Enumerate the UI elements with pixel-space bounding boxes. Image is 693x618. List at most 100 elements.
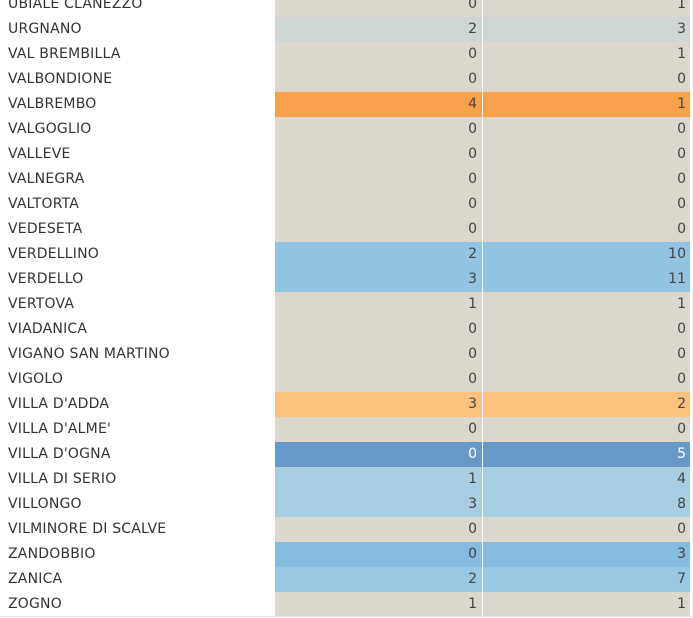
value-cell-col2: 1 [483,0,690,17]
value-cell-col2: 0 [483,167,690,192]
comune-name: VILLA D'ALME' [8,421,112,437]
table-row[interactable]: VALNEGRA 0 0 [0,167,693,192]
comune-name: ZANICA [8,571,63,587]
table-row[interactable]: VALBREMBO 4 1 [0,92,693,117]
value-cell-col1: 2 [275,567,482,592]
value-cell-col1: 0 [275,117,482,142]
comune-name: VALBONDIONE [8,71,113,87]
bottom-rule [0,616,693,617]
table-row[interactable]: VILMINORE DI SCALVE 0 0 [0,517,693,542]
table-row[interactable]: VIADANICA 0 0 [0,317,693,342]
value-cell-col1: 2 [275,242,482,267]
value-cell-col2: 3 [483,17,690,42]
value-cell-col2: 5 [483,442,690,467]
value-cell-col1: 1 [275,592,482,617]
value-cell-col2: 1 [483,42,690,67]
value-cell-col2: 7 [483,567,690,592]
table-row[interactable]: VILLONGO 3 8 [0,492,693,517]
value-cell-col2: 3 [483,542,690,567]
table-row[interactable]: VILLA DI SERIO 1 4 [0,467,693,492]
table-row[interactable]: ZANICA 2 7 [0,567,693,592]
table-row[interactable]: VILLA D'ALME' 0 0 [0,417,693,442]
value-cell-col2: 0 [483,117,690,142]
value-cell-col2: 8 [483,492,690,517]
value-cell-col2: 0 [483,342,690,367]
value-cell-col2: 4 [483,467,690,492]
value-cell-col1: 2 [275,17,482,42]
value-cell-col1: 0 [275,342,482,367]
comune-name: VERDELLO [8,271,84,287]
value-cell-col1: 1 [275,467,482,492]
table-row[interactable]: VALGOGLIO 0 0 [0,117,693,142]
table-row[interactable]: VERTOVA 1 1 [0,292,693,317]
value-cell-col1: 0 [275,367,482,392]
table-row[interactable]: VIGOLO 0 0 [0,367,693,392]
comune-name: VILLA DI SERIO [8,471,117,487]
comune-name: ZOGNO [8,596,62,612]
table-row[interactable]: VERDELLINO 2 10 [0,242,693,267]
table-row[interactable]: VALTORTA 0 0 [0,192,693,217]
comune-name: VALLEVE [8,146,71,162]
comune-name: VIGANO SAN MARTINO [8,346,170,362]
value-cell-col1: 0 [275,42,482,67]
value-cell-col1: 4 [275,92,482,117]
value-cell-col1: 0 [275,67,482,92]
comune-name: VILLONGO [8,496,82,512]
value-cell-col1: 0 [275,192,482,217]
comune-name: VAL BREMBILLA [8,46,121,62]
value-cell-col2: 1 [483,292,690,317]
table-row[interactable]: VILLA D'ADDA 3 2 [0,392,693,417]
comune-name: VERDELLINO [8,246,99,262]
value-cell-col2: 0 [483,142,690,167]
value-cell-col1: 3 [275,267,482,292]
table-row[interactable]: UBIALE CLANEZZO 0 1 [0,0,693,17]
value-cell-col1: 1 [275,292,482,317]
table-row[interactable]: VALLEVE 0 0 [0,142,693,167]
comune-name: VILLA D'OGNA [8,446,111,462]
value-cell-col2: 0 [483,217,690,242]
value-cell-col2: 0 [483,517,690,542]
comune-name: URGNANO [8,21,82,37]
table-row[interactable]: VERDELLO 3 11 [0,267,693,292]
comune-name: VEDESETA [8,221,83,237]
comune-name: VIADANICA [8,321,88,337]
table-row[interactable]: VEDESETA 0 0 [0,217,693,242]
comune-name: VERTOVA [8,296,75,312]
value-cell-col2: 0 [483,192,690,217]
table-row[interactable]: URGNANO 2 3 [0,17,693,42]
value-cell-col1: 0 [275,442,482,467]
comune-name: VILLA D'ADDA [8,396,110,412]
table-row[interactable]: VALBONDIONE 0 0 [0,67,693,92]
comune-name: VALTORTA [8,196,80,212]
value-cell-col2: 0 [483,417,690,442]
value-cell-col1: 3 [275,392,482,417]
comune-name: VALGOGLIO [8,121,92,137]
value-cell-col2: 2 [483,392,690,417]
table-row[interactable]: ZANDOBBIO 0 3 [0,542,693,567]
value-cell-col2: 10 [483,242,690,267]
value-cell-col2: 0 [483,367,690,392]
comune-name: VIGOLO [8,371,64,387]
value-cell-col2: 11 [483,267,690,292]
table-row[interactable]: VAL BREMBILLA 0 1 [0,42,693,67]
table-row[interactable]: VIGANO SAN MARTINO 0 0 [0,342,693,367]
value-cell-col1: 0 [275,517,482,542]
table-row[interactable]: VILLA D'OGNA 0 5 [0,442,693,467]
value-cell-col1: 0 [275,542,482,567]
value-cell-col1: 0 [275,0,482,17]
value-cell-col2: 1 [483,592,690,617]
value-cell-col1: 0 [275,167,482,192]
comune-name: VILMINORE DI SCALVE [8,521,167,537]
table-row[interactable]: ZOGNO 1 1 [0,592,693,617]
value-cell-col2: 1 [483,92,690,117]
value-cell-col2: 0 [483,67,690,92]
comune-name: VALBREMBO [8,96,97,112]
comune-name: ZANDOBBIO [8,546,96,562]
value-cell-col1: 3 [275,492,482,517]
comune-name: UBIALE CLANEZZO [8,0,143,12]
value-cell-col1: 0 [275,142,482,167]
value-cell-col2: 0 [483,317,690,342]
value-cell-col1: 0 [275,317,482,342]
comune-name: VALNEGRA [8,171,85,187]
